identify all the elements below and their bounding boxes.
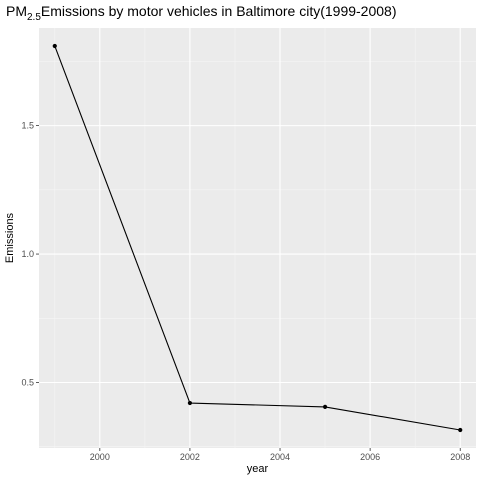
title-rest: Emissions by motor vehicles in Baltimore… (41, 3, 397, 19)
chart-title: PM2.5Emissions by motor vehicles in Balt… (6, 3, 397, 23)
data-point-2008 (458, 427, 463, 433)
data-point-2005 (322, 404, 328, 409)
x-tick-label-2004: 2004 (270, 452, 290, 462)
data-point-1999 (52, 43, 57, 49)
y-tick-label-1.0: 1.0 (21, 249, 34, 259)
title-prefix: PM (6, 3, 27, 19)
data-point-2002 (187, 400, 193, 406)
plot-panel (39, 28, 476, 448)
minor-gridlines (39, 28, 476, 448)
y-tick-label-1.5: 1.5 (21, 121, 34, 131)
y-tick-label-0.5: 0.5 (21, 377, 34, 387)
x-tick-label-2006: 2006 (360, 452, 380, 462)
y-axis-title: Emissions (4, 212, 16, 263)
x-tick-label-2002: 2002 (180, 452, 200, 462)
title-subscript: 2.5 (27, 12, 41, 23)
x-axis-title: year (247, 463, 269, 475)
major-gridlines (39, 28, 476, 448)
series-line (54, 45, 461, 431)
x-tick-label-2000: 2000 (90, 452, 110, 462)
data-points (52, 43, 463, 433)
axis-tick-labels: 2000 2002 2004 2006 2008 0.5 1.0 1.5 (21, 121, 470, 462)
axis-ticks (36, 125, 461, 451)
x-tick-label-2008: 2008 (450, 452, 470, 462)
